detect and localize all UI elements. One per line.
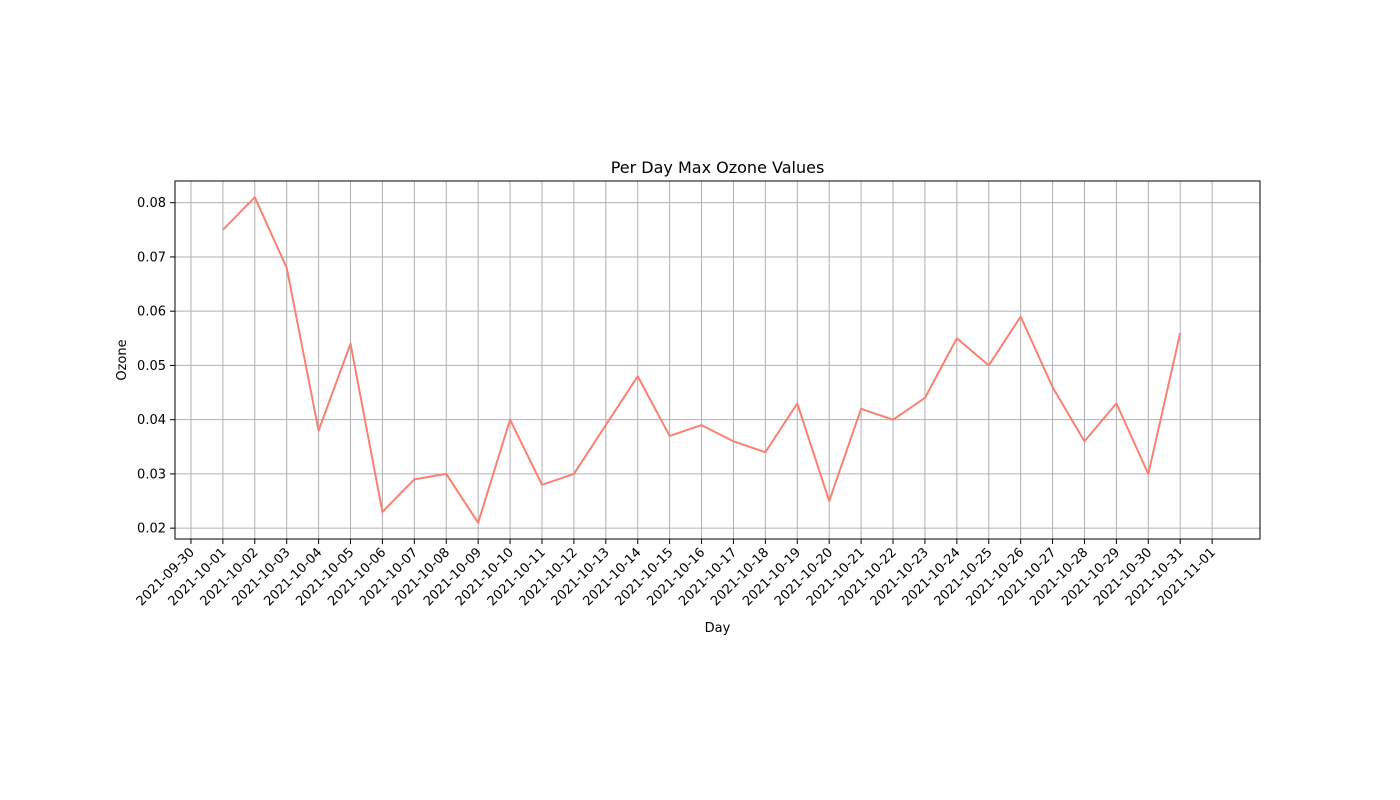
y-tick-label: 0.02 xyxy=(137,522,166,537)
grid-layer xyxy=(175,181,1260,539)
y-tick-label: 0.05 xyxy=(137,359,166,374)
y-axis-label: Ozone xyxy=(115,339,130,380)
axes-layer xyxy=(170,180,1261,544)
y-tick-label: 0.07 xyxy=(137,250,166,265)
plot-frame xyxy=(174,180,1261,540)
chart-title: Per Day Max Ozone Values xyxy=(611,158,825,177)
series-layer xyxy=(222,196,1182,524)
y-tick-label: 0.04 xyxy=(137,413,166,428)
y-tick-label: 0.08 xyxy=(137,196,166,211)
x-tick-labels: 2021-09-302021-10-012021-10-022021-10-03… xyxy=(134,545,1219,609)
y-tick-labels: 0.02 0.03 0.04 0.05 0.06 0.07 0.08 xyxy=(137,196,166,536)
y-tick-label: 0.06 xyxy=(137,305,166,320)
y-tick-label: 0.03 xyxy=(137,467,166,482)
x-axis-label: Day xyxy=(705,621,731,636)
